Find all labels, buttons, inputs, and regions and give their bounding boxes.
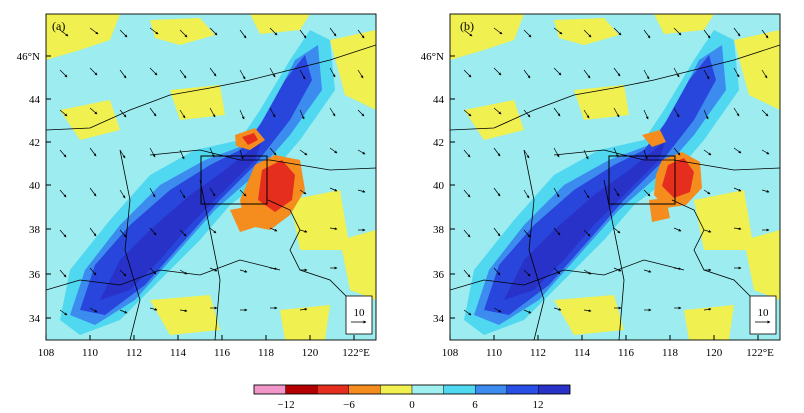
map-frame <box>45 13 377 341</box>
lat-tick: 40 <box>433 180 445 192</box>
reference-vector: 10 <box>749 295 777 335</box>
colorbar-cell <box>348 384 381 395</box>
colorbar: −12 −6 0 6 12 <box>253 384 571 411</box>
lat-tick: 38 <box>29 224 41 236</box>
map-frame <box>449 13 781 341</box>
colorbar-cell <box>285 384 318 395</box>
lat-tick: 36 <box>29 269 41 281</box>
lat-tick: 34 <box>29 313 41 325</box>
colorbar-cell <box>538 384 571 395</box>
colorbar-cell <box>443 384 476 395</box>
colorbar-cell <box>474 384 507 395</box>
lat-tick: 46°N <box>421 51 444 63</box>
colorbar-tick: 0 <box>409 399 415 411</box>
lon-tick: 112 <box>530 347 546 359</box>
boundary-lines <box>450 44 780 340</box>
lat-axis: 34 36 38 40 42 44 46°N <box>421 51 455 325</box>
colorbar-frame <box>253 384 571 395</box>
study-region-box <box>608 155 676 205</box>
lon-tick: 118 <box>662 347 679 359</box>
panel-label: (b) <box>460 19 474 33</box>
lat-tick: 42 <box>29 137 40 149</box>
lat-tick: 46°N <box>17 51 40 63</box>
lat-tick: 34 <box>433 313 445 325</box>
lon-tick: 114 <box>170 347 187 359</box>
lon-tick: 108 <box>442 347 459 359</box>
boundary-lines <box>46 44 376 340</box>
lon-tick: 120 <box>302 347 319 359</box>
colorbar-tick: −6 <box>343 399 355 411</box>
lat-tick: 44 <box>29 94 41 106</box>
lon-tick: 118 <box>258 347 275 359</box>
colorbar-cell <box>316 384 349 395</box>
lat-tick: 44 <box>433 94 445 106</box>
lon-tick: 112 <box>126 347 142 359</box>
study-region-box <box>200 155 268 205</box>
reference-vector-value: 10 <box>758 307 770 319</box>
map-field <box>450 14 780 340</box>
lon-axis: 108 110 112 114 116 118 120 122°E <box>442 335 774 359</box>
lat-tick: 40 <box>29 180 41 192</box>
lon-tick: 110 <box>486 347 503 359</box>
lat-tick: 36 <box>433 269 445 281</box>
colorbar-tick: 12 <box>533 399 544 411</box>
colorbar-cell <box>253 384 286 395</box>
colorbar-tick: 6 <box>472 399 478 411</box>
colorbar-cell <box>411 384 444 395</box>
wind-vectors <box>59 27 366 316</box>
lon-tick: 122°E <box>746 347 774 359</box>
lon-tick: 108 <box>38 347 55 359</box>
lon-tick: 116 <box>618 347 635 359</box>
lon-tick: 120 <box>706 347 723 359</box>
lon-tick: 116 <box>214 347 231 359</box>
lat-axis: 34 36 38 40 42 44 46°N <box>17 51 51 325</box>
panel-label: (a) <box>52 19 65 33</box>
lon-tick: 122°E <box>342 347 370 359</box>
wind-vectors <box>463 27 770 316</box>
colorbar-cells <box>253 384 571 395</box>
lon-axis: 108 110 112 114 116 118 120 122°E <box>38 335 370 359</box>
lat-tick: 38 <box>433 224 445 236</box>
lat-tick: 42 <box>433 137 444 149</box>
colorbar-cell <box>380 384 413 395</box>
panel-b: (b) 10 34 36 38 40 42 44 46°N 108 110 11… <box>421 13 781 359</box>
colorbar-tick: −12 <box>277 399 294 411</box>
panel-a: (a) 10 34 36 38 40 42 44 46°N 108 110 11… <box>17 13 377 359</box>
lon-tick: 114 <box>574 347 591 359</box>
lon-tick: 110 <box>82 347 99 359</box>
reference-vector: 10 <box>345 295 373 335</box>
colorbar-cell <box>506 384 539 395</box>
reference-vector-value: 10 <box>354 307 366 319</box>
map-field <box>46 14 376 340</box>
